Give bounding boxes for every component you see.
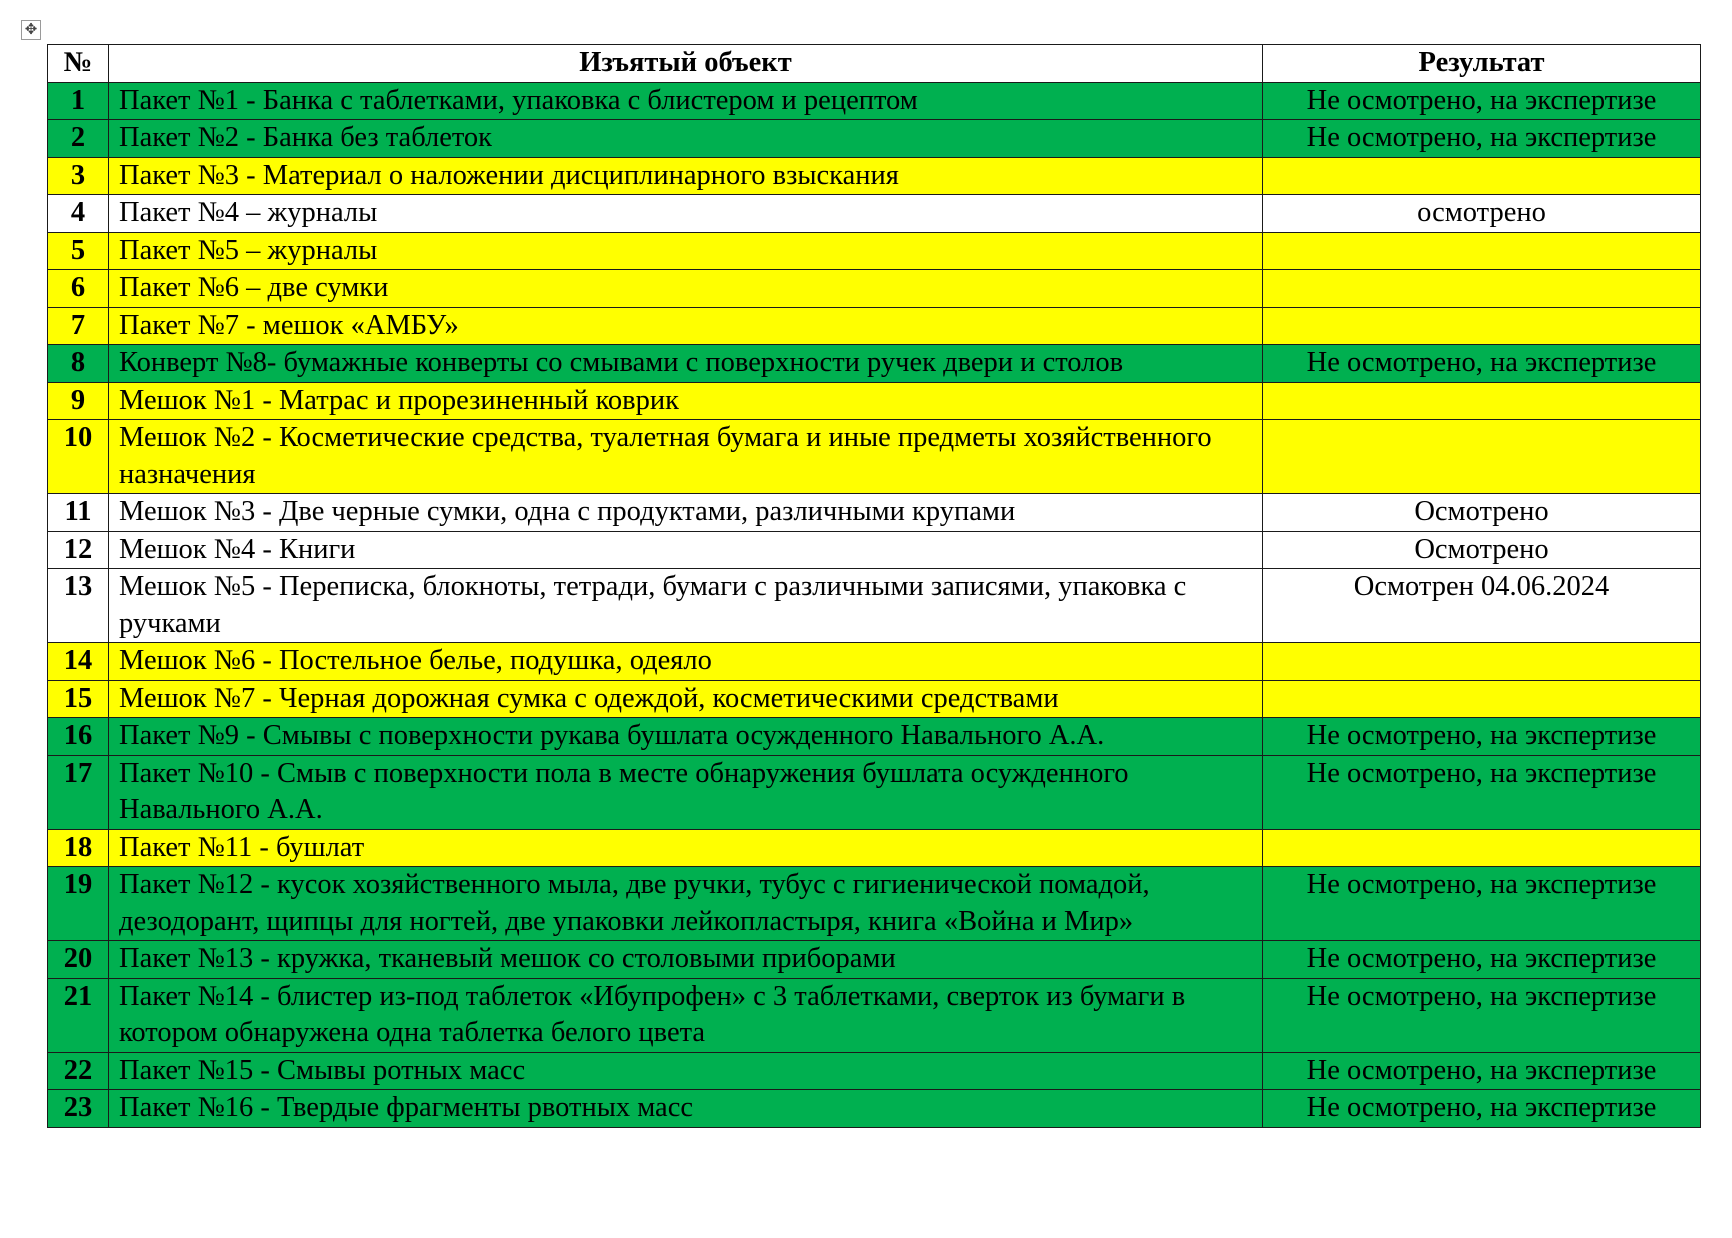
object-cell: Мешок №7 - Черная дорожная сумка с одежд… bbox=[108, 679, 1263, 718]
object-cell: Пакет №16 - Твердые фрагменты рвотных ма… bbox=[108, 1089, 1263, 1128]
row-number-cell: 19 bbox=[47, 866, 109, 941]
object-cell: Пакет №15 - Смывы ротных масс bbox=[108, 1051, 1263, 1090]
table-row: 17 Пакет №10 - Смыв с поверхности пола в … bbox=[47, 754, 1701, 830]
row-number-cell: 10 bbox=[47, 419, 109, 494]
table-row: 10 Мешок №2 - Косметические средства, туа… bbox=[47, 419, 1701, 494]
row-number-cell: 14 bbox=[47, 642, 109, 681]
result-cell bbox=[1262, 231, 1701, 270]
header-result: Результат bbox=[1262, 44, 1701, 83]
table-row: 15 Мешок №7 - Черная дорожная сумка с оде… bbox=[47, 679, 1701, 718]
seized-items-table: № Изъятый объект Результат 1 Пакет №1 - Б… bbox=[47, 44, 1701, 1128]
result-cell bbox=[1262, 419, 1701, 494]
object-cell: Мешок №5 - Переписка, блокноты, тетради,… bbox=[108, 568, 1263, 643]
table-row: 4 Пакет №4 – журналы осмотрено bbox=[47, 194, 1701, 233]
object-cell: Пакет №12 - кусок хозяйственного мыла, д… bbox=[108, 866, 1263, 941]
result-cell: Не осмотрено, на экспертизе bbox=[1262, 1089, 1701, 1128]
result-cell: Не осмотрено, на экспертизе bbox=[1262, 866, 1701, 941]
row-number-cell: 11 bbox=[47, 493, 109, 532]
table-row: 18 Пакет №11 - бушлат bbox=[47, 828, 1701, 867]
row-number-cell: 4 bbox=[47, 194, 109, 233]
row-number-cell: 12 bbox=[47, 530, 109, 569]
object-cell: Пакет №5 – журналы bbox=[108, 231, 1263, 270]
table-row: 6 Пакет №6 – две сумки bbox=[47, 269, 1701, 308]
row-number-cell: 9 bbox=[47, 381, 109, 420]
result-cell bbox=[1262, 306, 1701, 345]
object-cell: Мешок №2 - Косметические средства, туале… bbox=[108, 419, 1263, 494]
table-move-handle-icon[interactable]: ✥ bbox=[21, 20, 41, 40]
object-cell: Пакет №9 - Смывы с поверхности рукава бу… bbox=[108, 717, 1263, 756]
result-cell bbox=[1262, 156, 1701, 195]
table-header-row: № Изъятый объект Результат bbox=[47, 44, 1701, 83]
row-number-cell: 17 bbox=[47, 754, 109, 830]
row-number-cell: 20 bbox=[47, 940, 109, 979]
table-row: 14 Мешок №6 - Постельное белье, подушка, … bbox=[47, 642, 1701, 681]
row-number-cell: 2 bbox=[47, 119, 109, 158]
table-row: 11 Мешок №3 - Две черные сумки, одна с пр… bbox=[47, 493, 1701, 532]
result-cell: Осмотрено bbox=[1262, 493, 1701, 532]
row-number-cell: 7 bbox=[47, 306, 109, 345]
table-row: 21 Пакет №14 - блистер из-под таблеток «И… bbox=[47, 977, 1701, 1053]
row-number-cell: 8 bbox=[47, 344, 109, 383]
object-cell: Пакет №4 – журналы bbox=[108, 194, 1263, 233]
header-number: № bbox=[47, 44, 109, 83]
table-row: 16 Пакет №9 - Смывы с поверхности рукава … bbox=[47, 717, 1701, 756]
result-cell bbox=[1262, 828, 1701, 867]
result-cell: Не осмотрено, на экспертизе bbox=[1262, 1051, 1701, 1090]
table-row: 2 Пакет №2 - Банка без таблеток Не осмотре… bbox=[47, 119, 1701, 158]
object-cell: Пакет №7 - мешок «АМБУ» bbox=[108, 306, 1263, 345]
object-cell: Пакет №13 - кружка, тканевый мешок со ст… bbox=[108, 940, 1263, 979]
result-cell: Не осмотрено, на экспертизе bbox=[1262, 940, 1701, 979]
row-number-cell: 21 bbox=[47, 977, 109, 1053]
object-cell: Пакет №14 - блистер из-под таблеток «Ибу… bbox=[108, 977, 1263, 1053]
table-row: 19 Пакет №12 - кусок хозяйственного мыла,… bbox=[47, 866, 1701, 941]
result-cell bbox=[1262, 642, 1701, 681]
object-cell: Пакет №3 - Материал о наложении дисципли… bbox=[108, 156, 1263, 195]
table-row: 3 Пакет №3 - Материал о наложении дисципл… bbox=[47, 156, 1701, 195]
table-row: 23 Пакет №16 - Твердые фрагменты рвотных … bbox=[47, 1089, 1701, 1128]
table-row: 1 Пакет №1 - Банка с таблетками, упаковка… bbox=[47, 81, 1701, 120]
result-cell: Не осмотрено, на экспертизе bbox=[1262, 717, 1701, 756]
row-number-cell: 22 bbox=[47, 1051, 109, 1090]
object-cell: Пакет №11 - бушлат bbox=[108, 828, 1263, 867]
object-cell: Пакет №6 – две сумки bbox=[108, 269, 1263, 308]
object-cell: Пакет №10 - Смыв с поверхности пола в ме… bbox=[108, 754, 1263, 830]
result-cell bbox=[1262, 381, 1701, 420]
header-object: Изъятый объект bbox=[108, 44, 1263, 83]
object-cell: Мешок №1 - Матрас и прорезиненный коврик bbox=[108, 381, 1263, 420]
result-cell: осмотрено bbox=[1262, 194, 1701, 233]
result-cell: Не осмотрено, на экспертизе bbox=[1262, 754, 1701, 830]
row-number-cell: 18 bbox=[47, 828, 109, 867]
table-row: 22 Пакет №15 - Смывы ротных масс Не осмотр… bbox=[47, 1051, 1701, 1090]
row-number-cell: 5 bbox=[47, 231, 109, 270]
row-number-cell: 13 bbox=[47, 568, 109, 643]
table-row: 7 Пакет №7 - мешок «АМБУ» bbox=[47, 306, 1701, 345]
table-row: 13 Мешок №5 - Переписка, блокноты, тетрад… bbox=[47, 568, 1701, 643]
result-cell bbox=[1262, 269, 1701, 308]
result-cell: Не осмотрено, на экспертизе bbox=[1262, 977, 1701, 1053]
object-cell: Мешок №6 - Постельное белье, подушка, од… bbox=[108, 642, 1263, 681]
result-cell: Не осмотрено, на экспертизе bbox=[1262, 81, 1701, 120]
table-row: 8 Конверт №8- бумажные конверты со смывам… bbox=[47, 344, 1701, 383]
object-cell: Мешок №3 - Две черные сумки, одна с прод… bbox=[108, 493, 1263, 532]
result-cell bbox=[1262, 679, 1701, 718]
result-cell: Не осмотрено, на экспертизе bbox=[1262, 344, 1701, 383]
table-row: 12 Мешок №4 - Книги Осмотрено bbox=[47, 530, 1701, 569]
object-cell: Мешок №4 - Книги bbox=[108, 530, 1263, 569]
result-cell: Осмотрено bbox=[1262, 530, 1701, 569]
row-number-cell: 3 bbox=[47, 156, 109, 195]
result-cell: Не осмотрено, на экспертизе bbox=[1262, 119, 1701, 158]
table-row: 20 Пакет №13 - кружка, тканевый мешок со … bbox=[47, 940, 1701, 979]
object-cell: Пакет №1 - Банка с таблетками, упаковка … bbox=[108, 81, 1263, 120]
result-cell: Осмотрен 04.06.2024 bbox=[1262, 568, 1701, 643]
object-cell: Пакет №2 - Банка без таблеток bbox=[108, 119, 1263, 158]
object-cell: Конверт №8- бумажные конверты со смывами… bbox=[108, 344, 1263, 383]
row-number-cell: 15 bbox=[47, 679, 109, 718]
row-number-cell: 23 bbox=[47, 1089, 109, 1128]
row-number-cell: 1 bbox=[47, 81, 109, 120]
table-row: 5 Пакет №5 – журналы bbox=[47, 231, 1701, 270]
row-number-cell: 6 bbox=[47, 269, 109, 308]
table-row: 9 Мешок №1 - Матрас и прорезиненный коври… bbox=[47, 381, 1701, 420]
row-number-cell: 16 bbox=[47, 717, 109, 756]
